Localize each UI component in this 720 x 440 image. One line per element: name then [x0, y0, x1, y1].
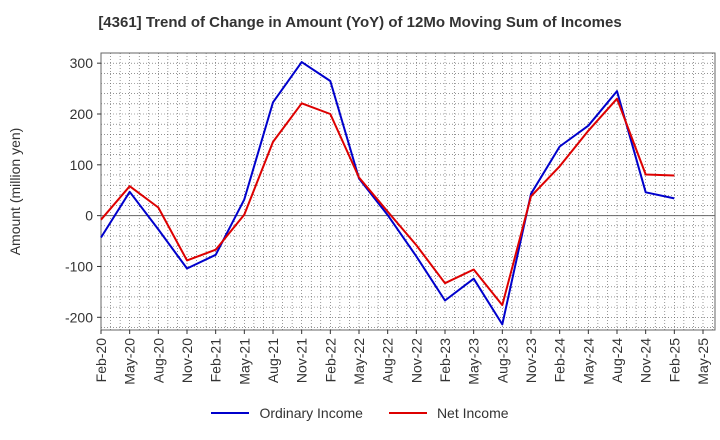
y-tick-label: 100 [70, 157, 94, 173]
x-tick-label: Aug-23 [494, 338, 510, 383]
x-tick-label: Feb-21 [208, 338, 224, 383]
series-line-net-income [100, 97, 675, 307]
legend-label-net-income: Net Income [436, 405, 509, 421]
x-tick-label: Nov-22 [408, 338, 424, 383]
x-tick-label: May-22 [351, 338, 367, 385]
legend-swatch-ordinary-income [211, 412, 250, 414]
y-tick-label: 200 [70, 106, 94, 122]
x-tick-label: May-24 [580, 338, 596, 385]
y-tick-label: 0 [85, 208, 93, 224]
x-tick-label: May-21 [236, 338, 252, 385]
x-tick-label: May-25 [695, 338, 711, 385]
x-tick-label: Feb-22 [322, 338, 338, 383]
y-tick-label: -100 [65, 258, 93, 274]
legend-item-net-income: Net Income [388, 405, 509, 421]
x-tick-label: Aug-22 [380, 338, 396, 383]
x-tick-label: Aug-20 [150, 338, 166, 383]
x-tick-label: Nov-24 [638, 338, 654, 383]
x-tick-label: Nov-21 [294, 338, 310, 383]
y-tick-label: -200 [65, 309, 93, 325]
x-tick-label: Feb-20 [93, 338, 109, 383]
x-tick-label: Nov-20 [179, 338, 195, 383]
y-tick-label: 300 [70, 55, 94, 71]
chart-title: [4361] Trend of Change in Amount (YoY) o… [98, 14, 622, 31]
legend: Ordinary Income Net Income [0, 405, 720, 421]
x-tick-label: Feb-23 [437, 338, 453, 383]
series-line-ordinary-income [100, 61, 675, 326]
legend-swatch-net-income [388, 412, 427, 414]
x-tick-label: May-23 [466, 338, 482, 385]
x-tick-label: Feb-24 [552, 338, 568, 383]
x-tick-label: Aug-24 [609, 338, 625, 383]
x-tick-label: Aug-21 [265, 338, 281, 383]
legend-item-ordinary-income: Ordinary Income [211, 405, 363, 421]
legend-label-ordinary-income: Ordinary Income [259, 405, 363, 421]
x-tick-label: Feb-25 [666, 338, 682, 383]
plot-frame [100, 52, 716, 331]
x-tick-label: May-20 [122, 338, 138, 385]
x-tick-label: Nov-23 [523, 338, 539, 383]
y-axis-label: Amount (million yen) [7, 128, 23, 256]
